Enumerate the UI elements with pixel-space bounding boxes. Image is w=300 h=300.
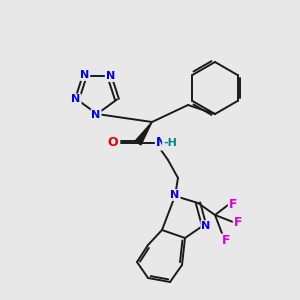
Text: N: N [156, 136, 166, 149]
Text: O: O [108, 136, 118, 149]
Text: N: N [80, 70, 89, 80]
Polygon shape [135, 122, 152, 145]
Text: N: N [71, 94, 81, 104]
Text: F: F [222, 235, 230, 248]
Text: N: N [92, 110, 100, 120]
Text: -H: -H [163, 138, 177, 148]
Text: N: N [170, 190, 180, 200]
Text: N: N [201, 221, 211, 231]
Text: N: N [106, 71, 115, 81]
Text: F: F [229, 197, 237, 211]
Text: F: F [234, 215, 242, 229]
